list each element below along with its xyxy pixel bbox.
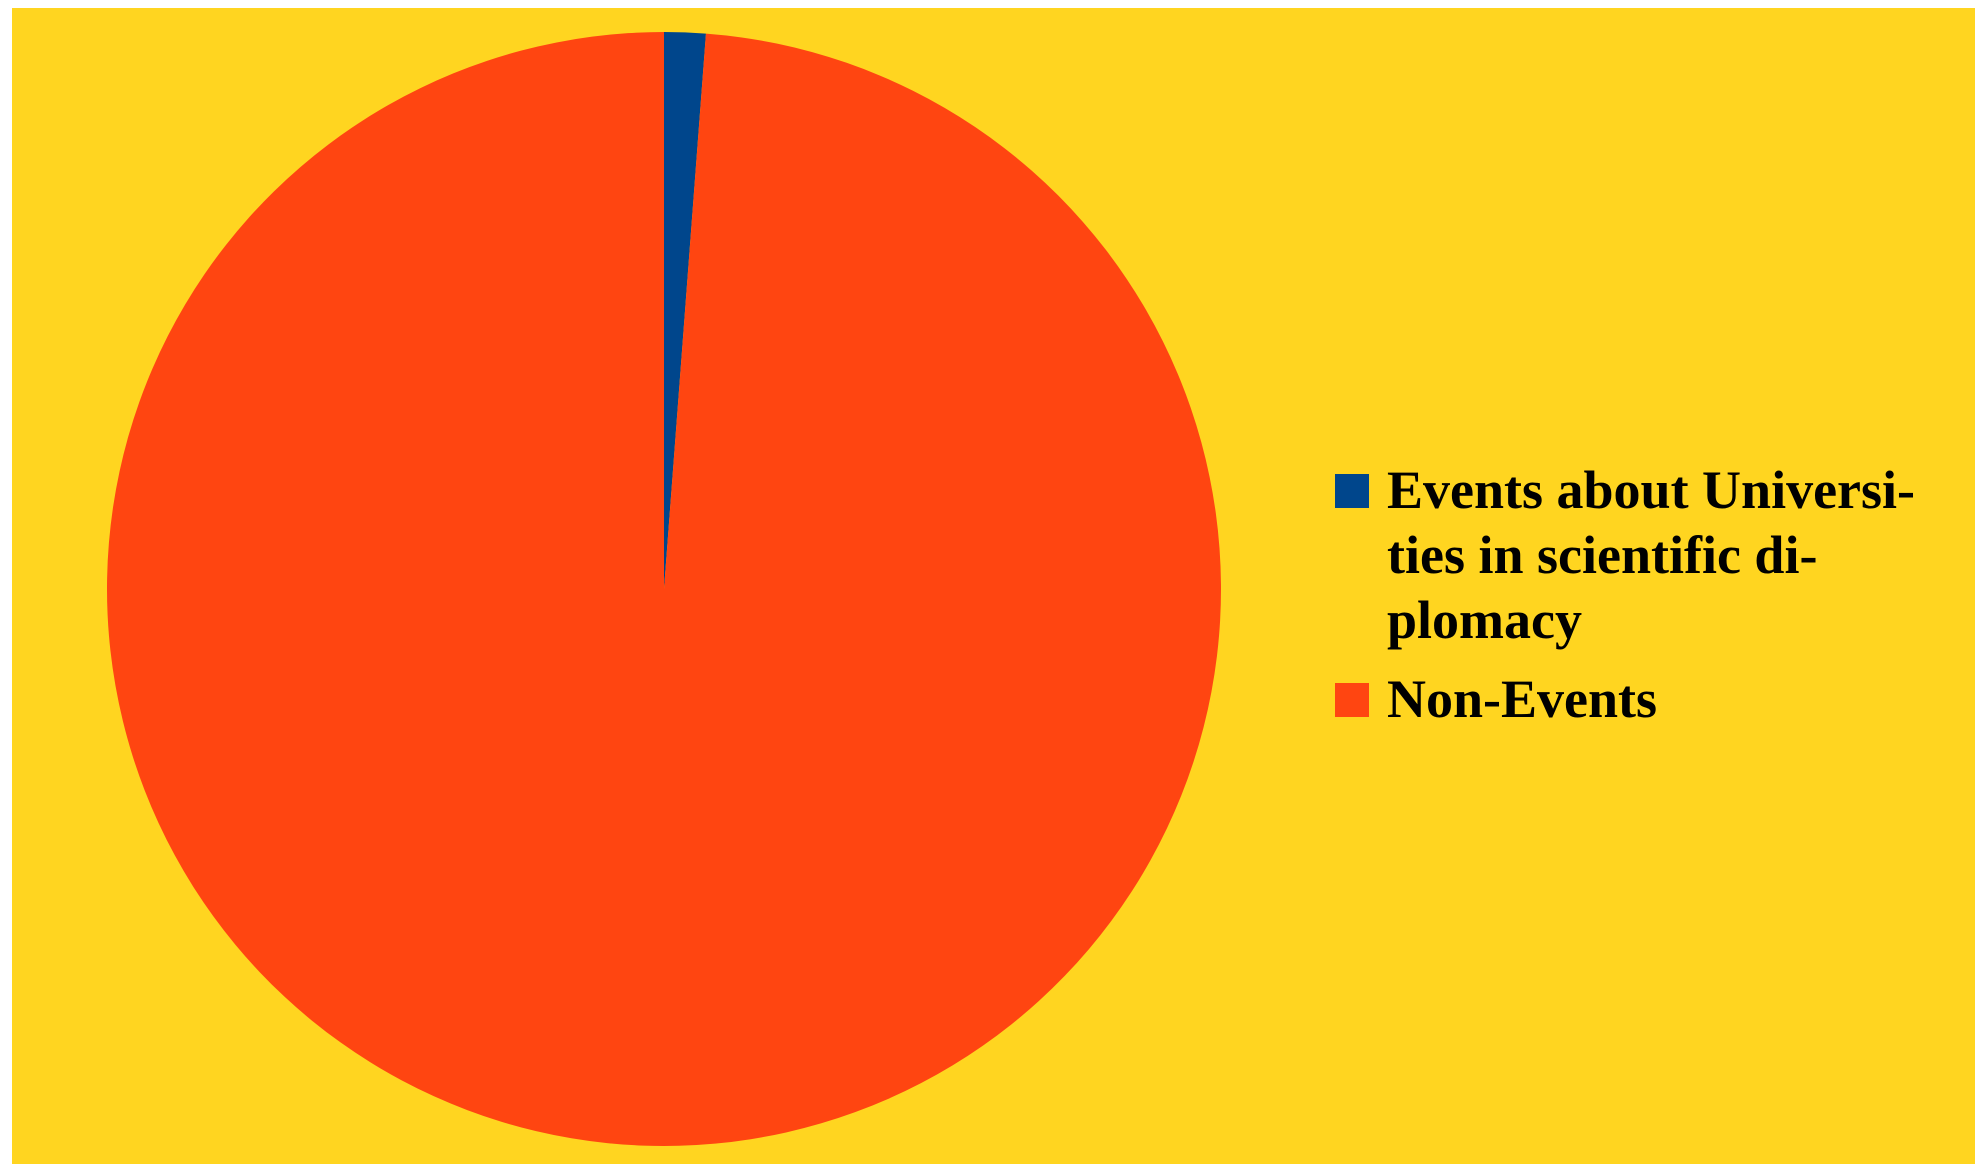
pie-slice-1	[107, 32, 1221, 1146]
legend-label-events: Events about Universi-ties in scientific…	[1387, 458, 1975, 653]
legend-item-non-events: Non-Events	[1335, 667, 1975, 732]
legend-item-events: Events about Universi-ties in scientific…	[1335, 458, 1975, 653]
legend-label-non-events: Non-Events	[1387, 667, 1975, 732]
chart-area: Events about Universi-ties in scientific…	[12, 8, 1975, 1164]
legend-swatch-events	[1335, 474, 1369, 508]
legend: Events about Universi-ties in scientific…	[1335, 458, 1975, 746]
legend-swatch-non-events	[1335, 683, 1369, 717]
